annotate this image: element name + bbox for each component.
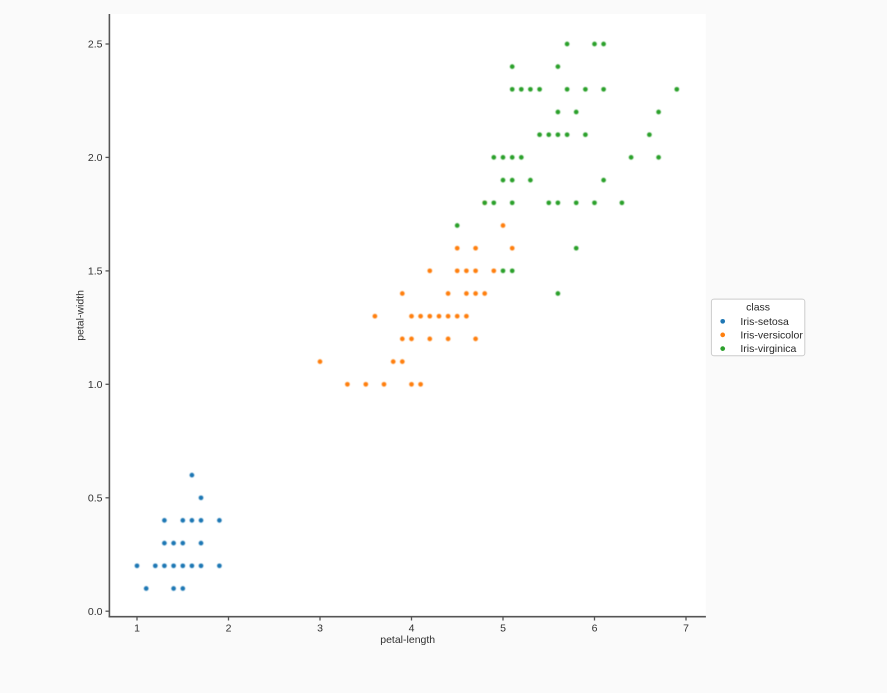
svg-text:2.0: 2.0: [88, 152, 103, 164]
svg-text:Iris-versicolor: Iris-versicolor: [740, 330, 803, 342]
svg-text:1.0: 1.0: [88, 379, 103, 391]
svg-text:1.5: 1.5: [88, 266, 103, 278]
svg-text:3: 3: [317, 623, 323, 635]
svg-text:6: 6: [592, 623, 598, 635]
svg-text:2.5: 2.5: [88, 39, 103, 51]
svg-text:5: 5: [500, 623, 506, 635]
svg-text:Iris-setosa: Iris-setosa: [740, 316, 789, 328]
svg-text:Iris-virginica: Iris-virginica: [740, 343, 796, 355]
svg-text:class: class: [746, 302, 770, 314]
svg-text:petal-width: petal-width: [75, 290, 87, 341]
svg-text:2: 2: [226, 623, 232, 635]
svg-text:4: 4: [409, 623, 415, 635]
svg-text:0.0: 0.0: [88, 606, 103, 618]
svg-text:0.5: 0.5: [88, 493, 103, 505]
svg-text:petal-length: petal-length: [380, 634, 435, 646]
svg-text:1: 1: [134, 623, 140, 635]
svg-text:7: 7: [683, 623, 689, 635]
